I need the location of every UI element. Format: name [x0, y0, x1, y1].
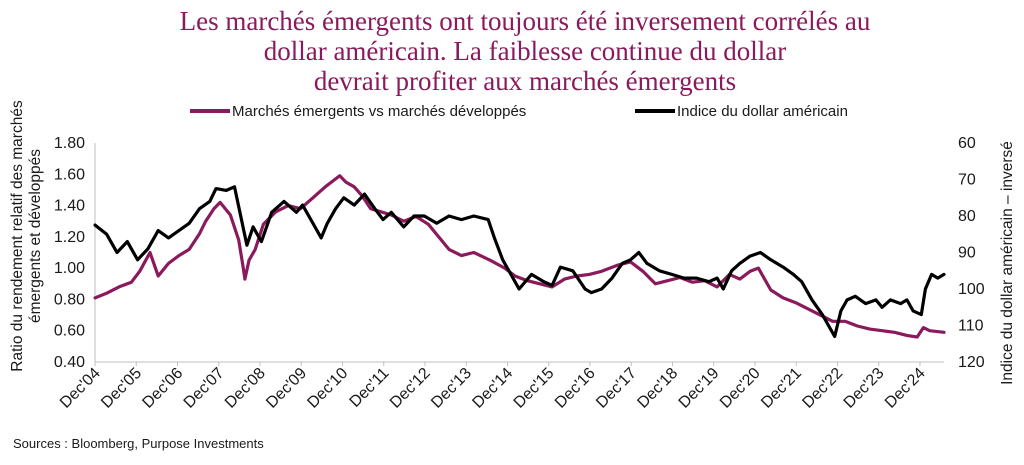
y-right-tick-label: 70 [958, 172, 976, 189]
y-left-tick-label: 1.20 [54, 229, 85, 246]
y-right-ticks: 60 70 80 90 100 110 120 [958, 135, 985, 371]
x-tick-label: Dec'11 [347, 365, 393, 411]
series-line-usd-index [93, 185, 946, 338]
y-left-tick-label: 1.80 [54, 135, 85, 152]
x-tick-label: Dec'22 [799, 365, 846, 412]
x-tick-label: Dec'23 [841, 365, 888, 412]
x-tick-label: Dec'20 [717, 365, 764, 412]
chart-title: Les marchés émergents ont toujours été i… [180, 6, 871, 96]
y-right-tick-label: 110 [958, 318, 984, 335]
y-left-tick-label: 1.40 [54, 198, 85, 215]
x-tick-label: Dec'09 [263, 365, 310, 412]
x-tick-label: Dec'13 [428, 365, 475, 412]
title-line-3: devrait profiter aux marchés émergents [314, 66, 736, 96]
x-tick-label: Dec'08 [222, 365, 269, 412]
legend-label-em-vs-dev: Marchés émergents vs marchés développés [232, 103, 526, 120]
x-tick-label: Dec'04 [57, 365, 104, 412]
x-tick-label: Dec'07 [181, 365, 228, 412]
y-left-tick-label: 1.60 [54, 166, 85, 183]
y-right-tick-label: 100 [958, 281, 985, 298]
y-right-tick-label: 60 [958, 135, 976, 152]
x-tick-label: Dec'21 [758, 365, 805, 412]
y-left-tick-label: 1.00 [54, 260, 85, 277]
source-note: Sources : Bloomberg, Purpose Investments [13, 436, 264, 451]
series-layer [93, 174, 946, 339]
y-left-tick-label: 0.80 [54, 291, 85, 308]
y-left-tick-label: 0.60 [54, 323, 85, 340]
x-tick-label: Dec'19 [676, 365, 723, 412]
x-tick-label: Dec'16 [552, 365, 599, 412]
x-tick-label: Dec'12 [387, 365, 434, 412]
legend: Marchés émergents vs marchés développés … [190, 103, 848, 120]
x-tick-label: Dec'10 [304, 365, 351, 412]
x-ticks: Dec'04Dec'05Dec'06Dec'07Dec'08Dec'09Dec'… [57, 362, 929, 412]
y-left-title-line-2: émergents et développés [27, 149, 44, 323]
axes [94, 143, 944, 363]
x-tick-label: Dec'24 [882, 365, 929, 412]
legend-label-usd-index: Indice du dollar américain [677, 103, 848, 120]
x-tick-label: Dec'18 [634, 365, 681, 412]
x-tick-label: Dec'14 [469, 365, 516, 412]
series-line-em-vs-dev [93, 174, 946, 339]
x-tick-label: Dec'05 [98, 365, 145, 412]
y-right-tick-label: 80 [958, 208, 976, 225]
y-right-tick-label: 90 [958, 245, 976, 262]
x-tick-label: Dec'06 [139, 365, 186, 412]
y-left-title-line-1: Ratio du rendement relatif des marchés [9, 100, 26, 372]
title-line-2: dollar américain. La faiblesse continue … [264, 36, 787, 66]
title-line-1: Les marchés émergents ont toujours été i… [180, 6, 871, 36]
y-left-ticks: 1.80 1.60 1.40 1.20 1.00 0.80 0.60 0.40 [54, 135, 85, 371]
y-right-title: Indice du dollar américain – inversé [999, 141, 1016, 385]
x-tick-label: Dec'15 [511, 365, 558, 412]
x-tick-label: Dec'17 [593, 365, 640, 412]
y-right-tick-label: 120 [958, 354, 985, 371]
y-left-tick-label: 0.40 [54, 354, 85, 371]
